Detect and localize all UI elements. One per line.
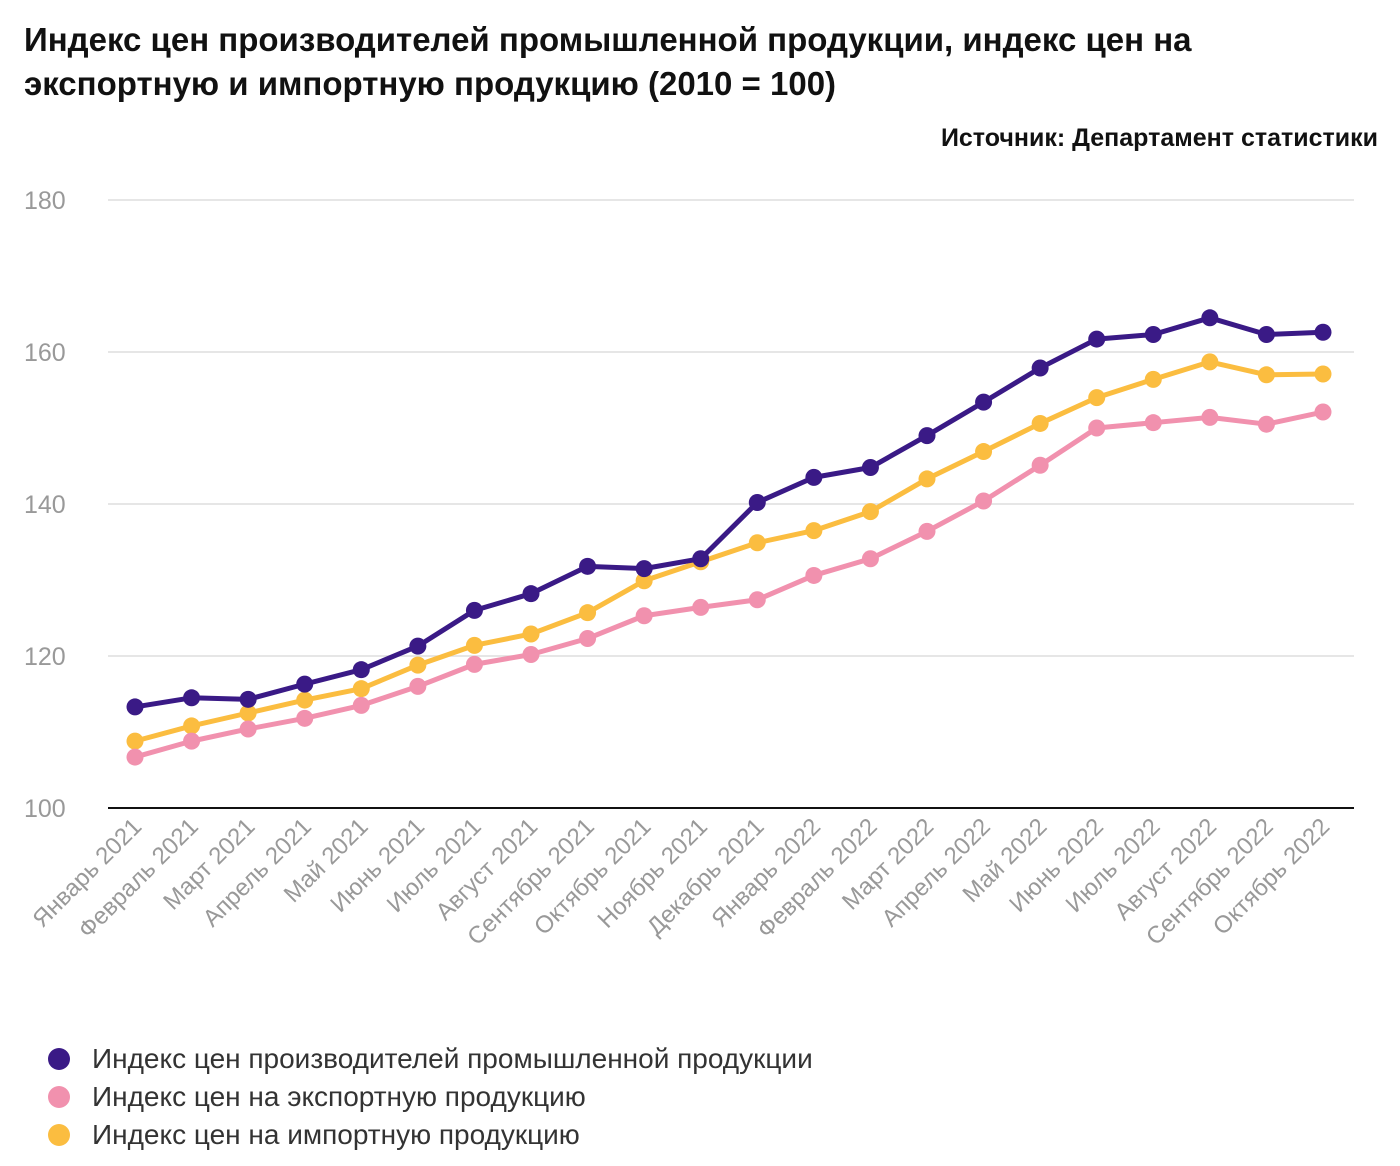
data-point bbox=[1031, 456, 1049, 474]
data-point bbox=[748, 534, 766, 552]
data-point bbox=[296, 709, 314, 727]
data-point bbox=[1088, 330, 1106, 348]
legend-label: Индекс цен на импортную продукцию bbox=[92, 1119, 580, 1150]
data-point bbox=[239, 704, 257, 722]
series-line bbox=[132, 315, 1326, 710]
data-point bbox=[861, 550, 879, 568]
data-point bbox=[805, 566, 823, 584]
legend-dot-icon bbox=[48, 1124, 70, 1146]
data-point bbox=[465, 636, 483, 654]
data-point bbox=[748, 591, 766, 609]
data-point bbox=[1144, 326, 1162, 344]
data-point bbox=[522, 585, 540, 603]
data-point bbox=[975, 492, 993, 510]
data-point bbox=[465, 601, 483, 619]
data-point bbox=[635, 607, 653, 625]
legend: Индекс цен производителей промышленной п… bbox=[48, 1040, 813, 1154]
data-point bbox=[1314, 403, 1332, 421]
data-point bbox=[239, 690, 257, 708]
y-tick-label: 140 bbox=[24, 491, 66, 519]
data-point bbox=[1144, 370, 1162, 388]
series-line bbox=[132, 359, 1326, 744]
data-point bbox=[296, 691, 314, 709]
data-point bbox=[692, 598, 710, 616]
data-point bbox=[1201, 353, 1219, 371]
data-point bbox=[1314, 323, 1332, 341]
data-point bbox=[126, 748, 144, 766]
y-tick-label: 100 bbox=[24, 795, 66, 823]
data-point bbox=[1201, 408, 1219, 426]
data-point bbox=[352, 696, 370, 714]
legend-dot-icon bbox=[48, 1086, 70, 1108]
data-point bbox=[975, 443, 993, 461]
legend-item: Индекс цен производителей промышленной п… bbox=[48, 1040, 813, 1078]
legend-label: Индекс цен производителей промышленной п… bbox=[92, 1043, 813, 1074]
data-point bbox=[579, 630, 597, 648]
source-label: Источник: Департамент статистики bbox=[940, 124, 1378, 152]
data-point bbox=[409, 637, 427, 655]
data-point bbox=[635, 572, 653, 590]
data-point bbox=[1088, 389, 1106, 407]
legend-item: Индекс цен на импортную продукцию bbox=[48, 1116, 813, 1154]
data-point bbox=[1031, 359, 1049, 377]
data-point bbox=[183, 732, 201, 750]
y-tick-label: 120 bbox=[24, 643, 66, 671]
data-point bbox=[579, 557, 597, 575]
data-point bbox=[296, 675, 314, 693]
data-point bbox=[635, 560, 653, 578]
data-point bbox=[805, 522, 823, 540]
data-point bbox=[1088, 419, 1106, 437]
data-point bbox=[183, 717, 201, 735]
chart-title: Индекс цен производителей промышленной п… bbox=[24, 21, 1192, 102]
data-point bbox=[918, 522, 936, 540]
data-point bbox=[861, 459, 879, 477]
data-point bbox=[183, 689, 201, 707]
data-point bbox=[465, 655, 483, 673]
data-point bbox=[352, 680, 370, 698]
data-point bbox=[692, 550, 710, 568]
data-point bbox=[1257, 415, 1275, 433]
data-point bbox=[1314, 365, 1332, 383]
y-tick-label: 160 bbox=[24, 339, 66, 367]
legend-dot-icon bbox=[48, 1048, 70, 1070]
data-point bbox=[1031, 414, 1049, 432]
legend-item: Индекс цен на экспортную продукцию bbox=[48, 1078, 813, 1116]
data-point bbox=[239, 720, 257, 738]
data-point bbox=[126, 698, 144, 716]
data-point bbox=[861, 503, 879, 521]
data-point bbox=[126, 732, 144, 750]
data-point bbox=[409, 656, 427, 674]
data-point bbox=[579, 604, 597, 622]
legend-label: Индекс цен на экспортную продукцию bbox=[92, 1081, 586, 1112]
data-point bbox=[975, 393, 993, 411]
y-tick-label: 180 bbox=[24, 187, 66, 215]
data-point bbox=[522, 625, 540, 643]
data-point bbox=[1257, 326, 1275, 344]
data-point bbox=[918, 427, 936, 445]
data-point bbox=[409, 677, 427, 695]
series-line bbox=[132, 409, 1326, 760]
data-point bbox=[1257, 366, 1275, 384]
data-point bbox=[748, 493, 766, 511]
data-point bbox=[918, 470, 936, 488]
data-point bbox=[1201, 309, 1219, 327]
data-point bbox=[352, 661, 370, 679]
data-point bbox=[805, 468, 823, 486]
data-point bbox=[522, 645, 540, 663]
data-point bbox=[1144, 414, 1162, 432]
